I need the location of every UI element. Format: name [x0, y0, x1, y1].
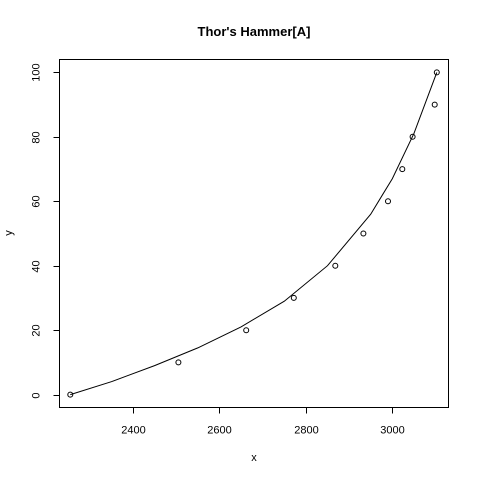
x-axis-label: x [251, 452, 257, 464]
x-tick-label-1: 2600 [207, 425, 231, 437]
data-point-5 [360, 230, 367, 237]
data-point-0 [67, 391, 74, 398]
data-point-2 [243, 327, 250, 334]
data-point-7 [399, 166, 406, 173]
y-axis: 0 20 40 60 80 100 [31, 63, 60, 399]
data-point-9 [431, 101, 438, 108]
y-tick-label-5: 100 [31, 63, 43, 81]
data-point-1 [175, 359, 182, 366]
y-tick-label-1: 20 [31, 324, 43, 336]
x-tick-label-3: 3000 [380, 425, 404, 437]
y-axis-label: y [3, 230, 15, 236]
plot-area-frame [59, 59, 449, 408]
y-tick-label-2: 40 [31, 260, 43, 272]
x-axis: 2400 2600 2800 3000 [121, 407, 405, 437]
y-tick-label-4: 80 [31, 131, 43, 143]
data-point-6 [385, 198, 391, 205]
data-point-3 [290, 294, 297, 301]
data-point-4 [332, 262, 339, 269]
x-tick-label-2: 2800 [294, 425, 318, 437]
data-point-8 [409, 133, 416, 140]
data-point-10 [433, 69, 440, 76]
x-tick-label-0: 2400 [121, 425, 145, 437]
chart-title: Thor's Hammer[A] [198, 24, 311, 39]
data-series [67, 69, 440, 398]
y-tick-label-3: 60 [31, 195, 43, 207]
y-tick-label-0: 0 [31, 392, 43, 398]
fit-curve [70, 72, 438, 396]
